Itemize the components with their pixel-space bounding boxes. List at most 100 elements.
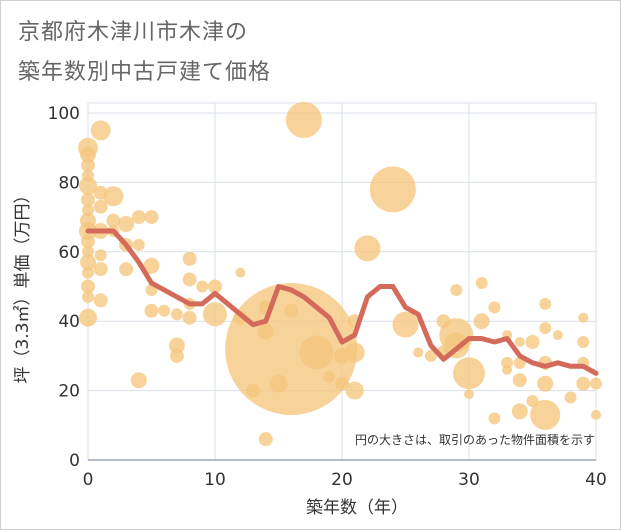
- bubble: [530, 399, 561, 430]
- bubble: [369, 166, 416, 213]
- bubble: [453, 357, 485, 390]
- y-tick-label: 80: [58, 173, 80, 193]
- bubble: [196, 280, 209, 293]
- bubble: [93, 293, 108, 308]
- x-tick-label: 30: [458, 470, 480, 490]
- bubble: [144, 210, 159, 225]
- chart-title-line1: 京都府木津川市木津の: [18, 20, 249, 45]
- y-tick-label: 0: [69, 451, 80, 471]
- bubble: [537, 375, 554, 392]
- bubble: [94, 249, 107, 262]
- bubble: [182, 251, 197, 266]
- bubble: [144, 303, 159, 318]
- bubble: [564, 391, 577, 404]
- bubble: [539, 322, 552, 335]
- x-tick-label: 20: [331, 470, 353, 490]
- bubble: [132, 238, 145, 251]
- bubble: [80, 146, 96, 163]
- bubble: [464, 389, 474, 400]
- bubble: [168, 337, 185, 354]
- bubble: [525, 335, 540, 350]
- bubble-layer: [78, 101, 602, 447]
- bubble: [511, 403, 528, 420]
- x-tick-label: 0: [83, 470, 94, 490]
- bubble: [79, 176, 97, 195]
- bubble: [269, 374, 288, 393]
- bubble: [82, 169, 94, 182]
- bubble: [502, 364, 513, 375]
- bubble: [80, 254, 96, 271]
- bubble: [392, 311, 419, 338]
- bubble: [182, 310, 197, 325]
- grid-lines: [87, 102, 597, 461]
- size-annotation: 円の大きさは、取引のあった物件面積を示す: [355, 432, 595, 447]
- bubble: [413, 347, 424, 358]
- x-tick-label: 40: [585, 470, 607, 490]
- y-tick-label: 40: [58, 312, 80, 332]
- bubble: [514, 337, 525, 348]
- bubble: [82, 266, 94, 279]
- bubble: [345, 381, 364, 400]
- bubble: [578, 312, 589, 323]
- bubble: [118, 216, 135, 233]
- x-tick-label: 10: [204, 470, 226, 490]
- bubble: [170, 308, 183, 321]
- bubble: [488, 412, 501, 425]
- tick-labels: 0 20 40 60 80 100 0 10 20 30 40: [48, 104, 607, 490]
- bubble: [119, 262, 134, 277]
- bubble: [552, 330, 563, 341]
- bubble: [130, 372, 147, 389]
- bubble: [576, 376, 591, 391]
- bubble: [143, 257, 160, 274]
- bubble: [323, 370, 336, 383]
- bubble: [590, 377, 602, 390]
- y-tick-label: 60: [58, 243, 80, 263]
- bubble: [208, 279, 222, 294]
- bubble: [106, 213, 121, 228]
- bubble: [335, 376, 349, 391]
- bubble: [82, 204, 94, 217]
- bubble: [93, 185, 108, 200]
- trend-line: [85, 228, 599, 376]
- bubble: [79, 308, 97, 327]
- bubble: [80, 212, 96, 229]
- bubble: [512, 373, 527, 388]
- bubble: [81, 192, 95, 207]
- bubble: [81, 158, 95, 173]
- bubble: [258, 432, 273, 447]
- bubble: [103, 186, 124, 207]
- bubble: [158, 304, 171, 317]
- bubble: [488, 301, 501, 314]
- bubble: [257, 323, 274, 340]
- bubble: [169, 348, 184, 363]
- y-tick-label: 100: [48, 104, 80, 124]
- x-axis-label: 築年数（年）: [306, 498, 408, 518]
- bubble: [225, 282, 358, 415]
- bubble: [93, 199, 108, 214]
- bubble: [131, 210, 146, 225]
- bubble: [93, 262, 108, 277]
- bubble: [90, 120, 111, 141]
- bubble: [473, 313, 490, 330]
- bubble: [284, 303, 299, 318]
- bubble: [82, 245, 94, 258]
- bubble: [475, 277, 488, 290]
- y-axis-label: 坪（3.3㎡）単価（万円）: [13, 186, 33, 383]
- bubble: [354, 235, 381, 262]
- chart-title-line2: 築年数別中古戸建て価格: [18, 60, 272, 85]
- bubble: [82, 290, 94, 303]
- bubble: [591, 409, 601, 420]
- bubble: [285, 101, 322, 138]
- y-tick-label: 20: [58, 382, 80, 402]
- bubble: [450, 283, 463, 296]
- bubble: [526, 395, 539, 408]
- bubble: [182, 272, 197, 287]
- bubble: [577, 336, 590, 349]
- bubble: [203, 302, 227, 327]
- bubble: [81, 234, 95, 249]
- bubble: [235, 267, 246, 278]
- bubble: [436, 314, 451, 329]
- bubble: [334, 347, 350, 364]
- bubble: [299, 335, 334, 370]
